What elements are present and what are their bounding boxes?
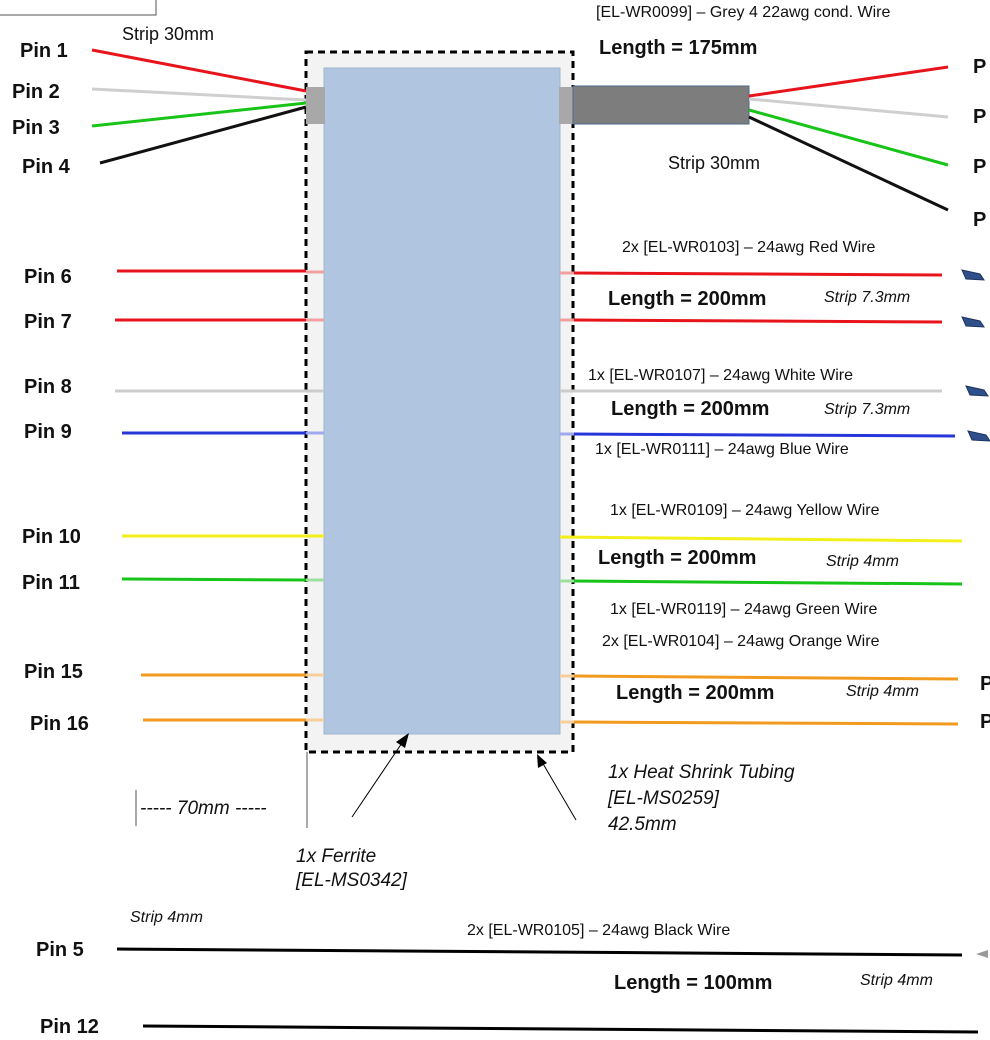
orange-strip-label: Strip 4mm xyxy=(846,683,919,700)
white-wire-part-label: 1x [EL-WR0107] – 24awg White Wire xyxy=(588,367,853,384)
corner-frame xyxy=(0,0,157,16)
right-pin1-label: P xyxy=(973,56,987,78)
wire-pin5 xyxy=(116,947,963,957)
wire-pin3-right xyxy=(748,108,949,167)
pin3-label: Pin 3 xyxy=(12,117,60,139)
wire-pin11-left xyxy=(121,577,307,582)
pin6-label: Pin 6 xyxy=(24,266,72,288)
wire-pin16-right xyxy=(573,720,959,726)
white-blue-strip-label: Strip 7.3mm xyxy=(824,401,911,418)
wire-pin11-right xyxy=(573,579,963,586)
right-pin16-label: P xyxy=(980,711,990,733)
pin12-label: Pin 12 xyxy=(40,1016,99,1038)
wire-pin7-right xyxy=(573,318,943,324)
red-wire-part-label: 2x [EL-WR0103] – 24awg Red Wire xyxy=(622,239,876,256)
cable-stub-right xyxy=(559,87,574,124)
red-wire-length-label: Length = 200mm xyxy=(608,288,767,310)
right-pin3-label: P xyxy=(973,156,987,178)
ferrite-block xyxy=(323,67,561,735)
connector-pin7 xyxy=(961,316,985,328)
heat-shrink-label-line1: 1x Heat Shrink Tubing xyxy=(608,762,795,783)
connector-pin8 xyxy=(965,385,989,397)
top-cable-part-label: [EL-WR0099] – Grey 4 22awg cond. Wire xyxy=(596,4,891,21)
yellow-wire-part-label: 1x [EL-WR0109] – 24awg Yellow Wire xyxy=(610,502,880,519)
wire-pin3-left xyxy=(91,101,307,128)
strip-right-label: Strip 30mm xyxy=(668,153,761,173)
heat-shrink-label-line2: [EL-MS0259] xyxy=(608,788,719,809)
pin9-label: Pin 9 xyxy=(24,421,72,443)
yellow-green-length-label: Length = 200mm xyxy=(598,547,757,569)
top-cable-length-label: Length = 175mm xyxy=(599,37,758,59)
wire-pin2-right xyxy=(748,97,949,119)
wire-pin1-right xyxy=(748,65,949,98)
black-wire-part-label: 2x [EL-WR0105] – 24awg Black Wire xyxy=(467,922,731,939)
red-wire-strip-label: Strip 7.3mm xyxy=(824,289,911,306)
wire-pin4-left xyxy=(99,105,307,165)
wire-pin1-left xyxy=(91,48,307,93)
heat-shrink-outline xyxy=(304,50,575,754)
wire-pin2-left xyxy=(91,87,307,102)
wire-pin4-right xyxy=(748,115,949,212)
heat-shrink-label-line3: 42.5mm xyxy=(608,814,677,835)
right-pin2-label: P xyxy=(973,106,987,128)
black-strip-left-label: Strip 4mm xyxy=(130,909,203,926)
pin7-label: Pin 7 xyxy=(24,311,72,333)
connector-pin6 xyxy=(961,269,985,281)
black-strip-right-label: Strip 4mm xyxy=(860,972,933,989)
wire-pin9-right xyxy=(573,432,956,438)
pin2-label: Pin 2 xyxy=(12,81,60,103)
pin15-label: Pin 15 xyxy=(24,661,83,683)
right-pin15-label: P xyxy=(980,673,990,695)
ferrite-arrow xyxy=(351,739,405,818)
wire-pin10-right xyxy=(559,535,963,543)
white-blue-length-label: Length = 200mm xyxy=(611,398,770,420)
yellow-green-strip-label: Strip 4mm xyxy=(826,553,899,570)
wire-pin12 xyxy=(142,1024,979,1034)
pin5-label: Pin 5 xyxy=(36,939,84,961)
pin16-label: Pin 16 xyxy=(30,713,89,735)
ferrite-label-line1: 1x Ferrite xyxy=(296,846,377,867)
heat-shrink-arrow xyxy=(541,761,577,821)
wire-pin6-right xyxy=(573,271,943,277)
cable-stub-left xyxy=(306,87,325,124)
pin8-label: Pin 8 xyxy=(24,376,72,398)
strip-left-label: Strip 30mm xyxy=(122,24,215,44)
pin10-label: Pin 10 xyxy=(22,526,81,548)
orange-length-label: Length = 200mm xyxy=(616,682,775,704)
pin4-label: Pin 4 xyxy=(22,156,70,178)
orange-wire-part-label: 2x [EL-WR0104] – 24awg Orange Wire xyxy=(602,633,880,650)
dimension-label: ----- 70mm ----- xyxy=(140,798,267,819)
black-length-label: Length = 100mm xyxy=(614,972,773,994)
wire-pin15-right xyxy=(573,674,959,681)
ferrite-label-line2: [EL-MS0342] xyxy=(296,870,407,891)
pin11-label: Pin 11 xyxy=(22,572,80,594)
blue-wire-part-label: 1x [EL-WR0111] – 24awg Blue Wire xyxy=(595,441,849,458)
connector-pin9 xyxy=(967,430,990,442)
cable-jacket xyxy=(572,85,750,125)
green-wire-part-label: 1x [EL-WR0119] – 24awg Green Wire xyxy=(610,601,878,618)
connector-pin5 xyxy=(976,950,988,958)
right-pin4-label: P xyxy=(973,209,987,231)
pin1-label: Pin 1 xyxy=(20,40,68,62)
